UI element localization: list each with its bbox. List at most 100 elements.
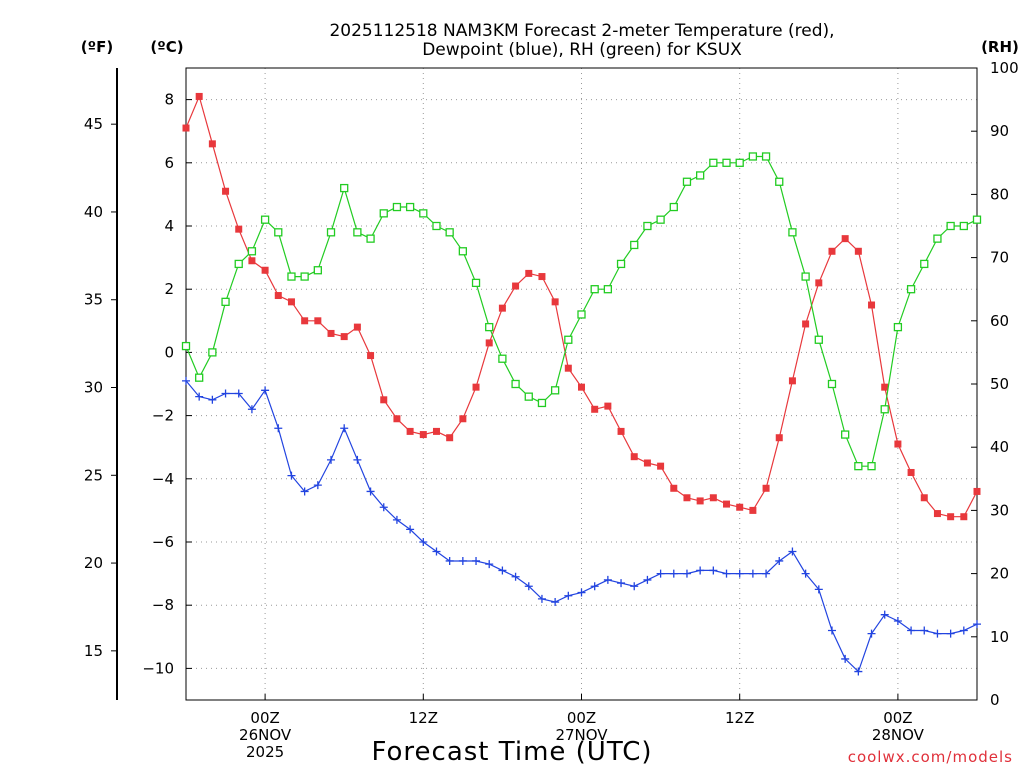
dewpoint-point: [643, 575, 652, 584]
rh-point: [709, 158, 718, 167]
rh-point: [287, 272, 296, 281]
dewpoint-point: [946, 629, 955, 638]
dewpoint-point: [472, 556, 481, 565]
temperature-point: [340, 333, 348, 341]
dewpoint-point: [195, 392, 204, 401]
rh-tick-label: 30: [990, 501, 1009, 519]
rh-point: [656, 215, 665, 224]
rh-point: [682, 177, 692, 186]
temperature-point: [498, 304, 506, 312]
temperature-point: [881, 383, 889, 391]
rh-point: [814, 335, 823, 344]
x-tick-label: 28NOV: [872, 726, 925, 744]
rh-point: [841, 430, 850, 439]
temperature-point: [920, 494, 928, 502]
rh-tick-label: 80: [990, 185, 1009, 203]
dewpoint-point: [300, 487, 309, 496]
rh-point: [906, 285, 916, 294]
celsius-unit-label: (ºC): [150, 38, 183, 56]
temperature-point: [643, 459, 651, 467]
celsius-tick-label: 2: [164, 280, 174, 298]
temperature-point: [670, 484, 678, 492]
rh-point: [735, 158, 744, 167]
tick-labels: 86420−2−4−6−8−10454035302520151009080706…: [84, 59, 1019, 761]
celsius-tick-label: −4: [152, 470, 174, 488]
temperature-point: [314, 317, 322, 325]
temperature-point: [459, 415, 467, 423]
dewpoint-point: [682, 569, 691, 578]
dewpoint-point: [959, 626, 968, 635]
celsius-tick-label: −2: [152, 407, 174, 425]
rh-point: [260, 215, 270, 224]
temperature-point: [841, 235, 849, 243]
celsius-tick-label: 6: [164, 154, 174, 172]
dewpoint-point: [234, 389, 243, 398]
dewpoint-point: [353, 455, 362, 464]
fahrenheit-tick-label: 30: [84, 379, 103, 397]
axes: [111, 67, 978, 701]
temperature-point: [406, 427, 414, 435]
temperature-point: [393, 415, 401, 423]
rh-point: [722, 158, 731, 167]
rh-point: [827, 379, 837, 389]
rh-point: [933, 234, 942, 243]
dewpoint-point: [920, 626, 929, 635]
rh-tick-label: 50: [990, 375, 1009, 393]
temperature-point: [235, 225, 243, 233]
series-temperature: [182, 92, 981, 521]
series-rh: [181, 152, 982, 471]
x-tick-label: 00Z: [567, 709, 596, 727]
temperature-point: [815, 279, 823, 287]
rh-point: [959, 221, 968, 231]
temperature-point: [380, 396, 388, 404]
temperature-point: [353, 323, 361, 331]
rh-point: [630, 240, 639, 250]
x-tick-label: 12Z: [725, 709, 754, 727]
rh-point: [511, 379, 520, 389]
rh-point: [300, 272, 309, 281]
temperature-point: [894, 440, 902, 448]
rh-point: [801, 272, 810, 281]
rh-point: [537, 398, 547, 408]
rh-point: [946, 221, 955, 231]
temperature-point: [195, 92, 203, 100]
dewpoint-point: [432, 547, 441, 556]
rh-point: [616, 259, 626, 269]
rh-point: [485, 322, 494, 332]
dewpoint-point: [775, 556, 784, 565]
x-tick-label: 00Z: [250, 709, 279, 727]
dewpoint-point: [366, 487, 375, 496]
dewpoint-point: [511, 572, 520, 581]
rh-tick-label: 90: [990, 122, 1009, 140]
rh-point: [445, 228, 454, 237]
fahrenheit-tick-label: 40: [84, 203, 103, 221]
dewpoint-point: [564, 591, 573, 600]
rh-point: [392, 202, 402, 212]
rh-point: [340, 183, 349, 193]
rh-point: [458, 247, 468, 256]
temperature-point: [446, 434, 454, 442]
rh-point: [564, 335, 573, 344]
rh-point: [366, 234, 375, 243]
temperature-point: [248, 257, 256, 265]
rh-point: [643, 221, 652, 231]
temperature-point: [736, 503, 744, 511]
rh-tick-label: 40: [990, 438, 1009, 456]
temperature-point: [551, 298, 559, 306]
dewpoint-point: [274, 424, 283, 433]
rh-tick-label: 70: [990, 249, 1009, 267]
fahrenheit-tick-label: 35: [84, 291, 103, 309]
temperature-point: [683, 494, 691, 502]
temperature-point: [419, 431, 427, 439]
temperature-point: [512, 282, 520, 290]
dewpoint-point: [498, 566, 507, 575]
dewpoint-point: [656, 569, 665, 578]
dewpoint-point: [617, 579, 626, 588]
dewpoint-point: [340, 424, 349, 433]
title-line-1: 2025112518 NAM3KM Forecast 2-meter Tempe…: [329, 21, 834, 41]
dewpoint-point: [537, 594, 546, 603]
temperature-point: [485, 339, 493, 347]
rh-point: [920, 259, 929, 269]
dewpoint-point: [577, 588, 586, 597]
